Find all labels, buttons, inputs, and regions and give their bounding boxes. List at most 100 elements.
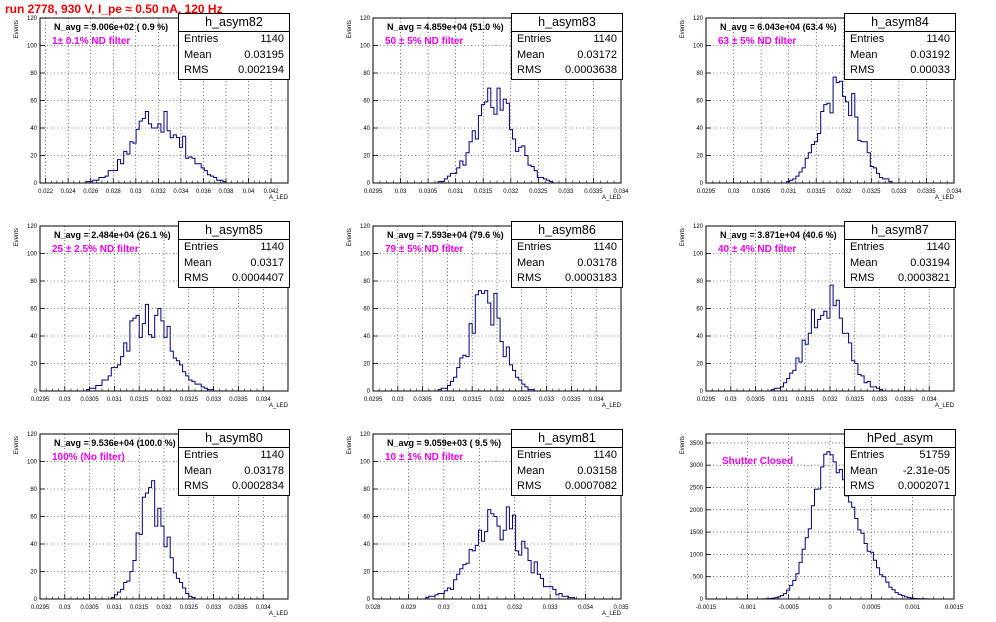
y-tick-label: 80 [363, 71, 370, 77]
stats-row-mean: Mean -2.31e-05 [845, 464, 955, 480]
y-tick-label: 3000 [690, 463, 704, 469]
stats-value: 0.03192 [910, 48, 950, 61]
x-tick-label: 0.0335 [895, 397, 914, 403]
n-avg-label: N_avg = 9.536e+04 (100.0 %) [54, 438, 176, 448]
x-tick-label: 0.0305 [419, 189, 438, 195]
y-tick-label: 20 [363, 570, 370, 576]
y-tick-label: 60 [363, 515, 370, 521]
x-tick-label: 0.0335 [584, 189, 603, 195]
x-tick-label: 0.0305 [80, 397, 99, 403]
x-tick-label: 0.0295 [31, 605, 50, 611]
histogram-panel-h_asym86: 0.0295 0.03 0.0305 0.031 0.0315 0.032 0.0325 0.… [347, 224, 622, 409]
n-avg-label: N_avg = 6.043e+04 (63.4 %) [720, 22, 837, 32]
x-tick-label: 0.036 [196, 189, 212, 195]
stats-label: RMS [517, 272, 542, 284]
y-tick-label: 20 [30, 570, 37, 576]
y-tick-label: 40 [696, 334, 703, 340]
stats-label: RMS [517, 480, 542, 492]
stats-box: h_asym81 Entries 1140 Mean 0.03158 RMS 0.00070… [511, 429, 623, 496]
histogram-series-h_asym82 [40, 111, 288, 184]
stats-row-mean: Mean 0.0317 [179, 256, 289, 272]
stats-value: 1140 [926, 241, 950, 253]
x-tick-label: 0.031 [773, 397, 789, 403]
x-tick-label: 0.031 [107, 397, 123, 403]
stats-box: h_asym85 Entries 1140 Mean 0.0317 RMS 0.000440… [178, 221, 290, 288]
x-tick-label: 0.0335 [917, 189, 936, 195]
y-tick-label: 60 [30, 99, 37, 105]
x-tick-label: 0.034 [256, 605, 272, 611]
x-tick-label: 0.033 [872, 397, 888, 403]
x-tick-label: 0.035 [613, 605, 629, 611]
y-axis-title: Events [347, 228, 353, 246]
stats-value: 0.03194 [910, 256, 950, 269]
stats-label: Mean [184, 48, 212, 61]
stats-value: 1140 [260, 449, 284, 461]
stats-row-mean: Mean 0.03178 [512, 256, 622, 272]
y-tick-label: 0 [34, 597, 38, 603]
stats-title: h_asym80 [179, 430, 289, 448]
stats-row-rms: RMS 0.0002834 [179, 479, 289, 495]
stats-row-mean: Mean 0.03194 [845, 256, 955, 272]
filter-label: Shutter Closed [722, 456, 794, 467]
x-tick-label: 0.031 [107, 605, 123, 611]
filter-label: 79 ± 5% ND filter [385, 244, 464, 255]
y-axis-title: Events [14, 436, 20, 454]
x-tick-label: 0.034 [922, 397, 938, 403]
x-tick-label: 0.042 [264, 189, 280, 195]
stats-value: 0.03178 [577, 256, 617, 269]
x-axis-title: A_LED [935, 403, 955, 409]
stats-value: 51759 [919, 449, 950, 461]
x-tick-label: 0.03 [728, 189, 740, 195]
x-axis-title: A_LED [269, 195, 289, 201]
y-tick-label: 100 [27, 44, 38, 50]
stats-box: h_asym83 Entries 1140 Mean 0.03172 RMS 0.00036… [511, 13, 623, 80]
stats-value: 0.0004407 [232, 272, 284, 284]
stats-value: 1140 [593, 33, 617, 45]
stats-title: h_asym86 [512, 222, 622, 240]
x-tick-label: 0.03 [130, 189, 142, 195]
stats-row-entries: Entries 51759 [845, 448, 955, 464]
x-tick-label: 0.0315 [474, 189, 493, 195]
stats-label: RMS [850, 64, 875, 76]
stats-label: Entries [517, 449, 552, 461]
stats-value: 1140 [593, 449, 617, 461]
stats-row-entries: Entries 1140 [179, 240, 289, 256]
y-tick-label: 120 [360, 224, 371, 230]
stats-row-entries: Entries 1140 [179, 32, 289, 48]
y-tick-label: 60 [363, 99, 370, 105]
y-tick-label: 20 [30, 362, 37, 368]
x-tick-label: 0.038 [218, 189, 234, 195]
histogram-series-h_asym81 [373, 506, 621, 600]
y-tick-label: 120 [27, 432, 38, 438]
y-tick-label: 40 [30, 334, 37, 340]
y-tick-label: 1000 [690, 552, 704, 558]
y-tick-label: 0 [700, 597, 704, 603]
stats-label: Mean [184, 256, 212, 269]
y-tick-label: 20 [696, 362, 703, 368]
stats-label: Entries [184, 241, 219, 253]
x-tick-label: -0.001 [739, 605, 757, 611]
y-axis-title: Events [14, 228, 20, 246]
x-tick-label: 0.028 [106, 189, 122, 195]
y-tick-label: 0 [34, 389, 38, 395]
y-tick-label: 100 [360, 460, 371, 466]
stats-label: Entries [517, 241, 552, 253]
x-tick-label: 0.0305 [413, 397, 432, 403]
y-axis-title: Events [680, 228, 686, 246]
y-tick-label: 60 [30, 307, 37, 313]
histogram-panel-h_asym85: 0.0295 0.03 0.0305 0.031 0.0315 0.032 0.0325 0.… [14, 224, 289, 409]
x-tick-label: 0.033 [558, 189, 574, 195]
stats-title: hPed_asym [845, 430, 955, 448]
stats-value: 1140 [260, 33, 284, 45]
stats-value: 0.0002071 [898, 480, 950, 492]
stats-row-rms: RMS 0.0003183 [512, 271, 622, 287]
stats-label: RMS [184, 272, 209, 284]
stats-label: RMS [850, 272, 875, 284]
stats-label: Mean [517, 48, 545, 61]
y-tick-label: 100 [27, 460, 38, 466]
stats-label: RMS [517, 64, 542, 76]
x-tick-label: 0.0325 [862, 189, 881, 195]
stats-value: 0.002194 [238, 64, 284, 76]
stats-row-entries: Entries 1140 [845, 240, 955, 256]
x-tick-label: -0.0005 [778, 605, 799, 611]
